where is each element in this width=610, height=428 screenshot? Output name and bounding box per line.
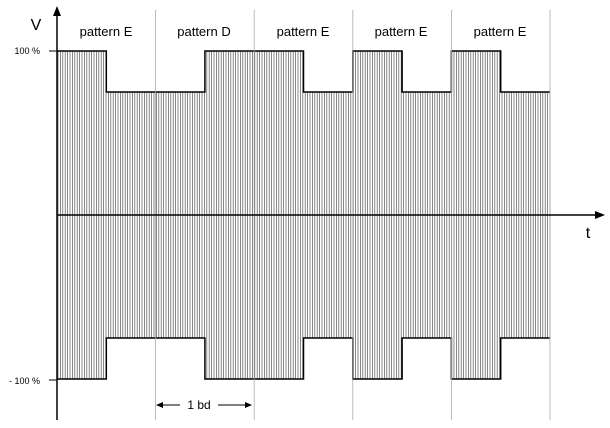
segment-label: pattern E bbox=[80, 24, 133, 39]
y-tick-label-top: 100 % bbox=[14, 46, 40, 56]
dimension-label: 1 bd bbox=[187, 398, 210, 412]
y-axis-arrow-icon bbox=[53, 6, 61, 16]
segment-label: pattern E bbox=[277, 24, 330, 39]
segment-label: pattern E bbox=[474, 24, 527, 39]
y-axis-label: V bbox=[31, 17, 42, 34]
segment-label: pattern D bbox=[177, 24, 230, 39]
x-axis-label: t bbox=[586, 225, 591, 242]
segment-label: pattern E bbox=[375, 24, 428, 39]
dimension-arrow-right-icon bbox=[245, 402, 252, 408]
envelope-top bbox=[57, 50, 550, 93]
y-tick-label-bottom: - 100 % bbox=[9, 376, 40, 386]
dimension-arrow-left-icon bbox=[156, 402, 163, 408]
x-axis-arrow-icon bbox=[595, 211, 605, 219]
envelope-bottom bbox=[57, 337, 550, 380]
